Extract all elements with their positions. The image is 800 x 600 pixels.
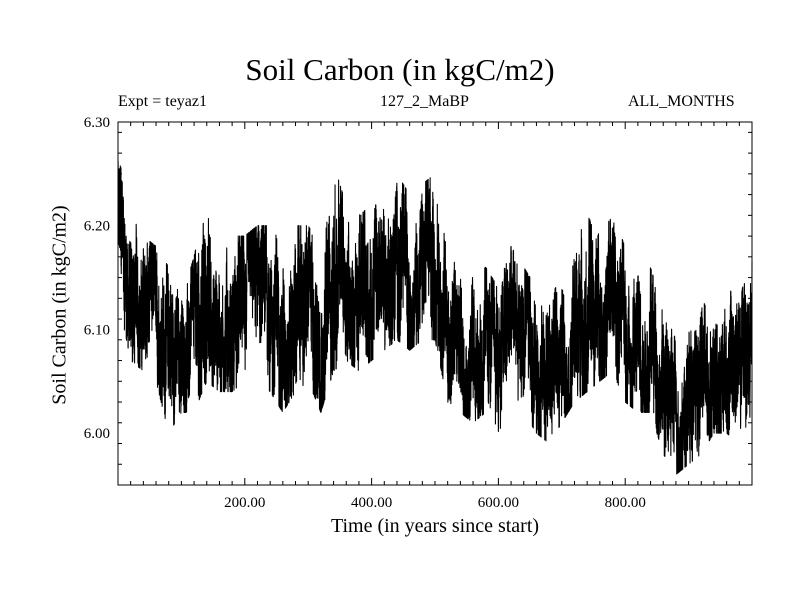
y-tick-label: 6.10 (84, 322, 110, 338)
x-tick-label: 400.00 (351, 495, 392, 511)
x-axis-label: Time (in years since start) (330, 515, 540, 537)
axis-layer: 200.00 400.00 600.00 800.00 6.00 6.10 6.20 6.30 (84, 115, 753, 511)
y-axis-label: Soil Carbon (in kgC/m2) (48, 205, 71, 405)
x-tick-label: 800.00 (605, 495, 646, 511)
subtitle-label: 127_2_MaBP (380, 93, 469, 110)
months-label: ALL_MONTHS (628, 93, 735, 110)
x-tick-label: 200.00 (224, 495, 265, 511)
y-tick-label: 6.20 (84, 219, 110, 235)
experiment-label: Expt = teyaz1 (118, 93, 207, 110)
series-layer (117, 161, 753, 475)
x-tick-label: 600.00 (478, 495, 519, 511)
y-tick-label: 6.30 (84, 115, 110, 131)
soil-carbon-series-line (117, 161, 753, 475)
chart-title: Soil Carbon (in kgC/m2) (245, 52, 555, 87)
y-tick-label: 6.00 (84, 426, 110, 442)
